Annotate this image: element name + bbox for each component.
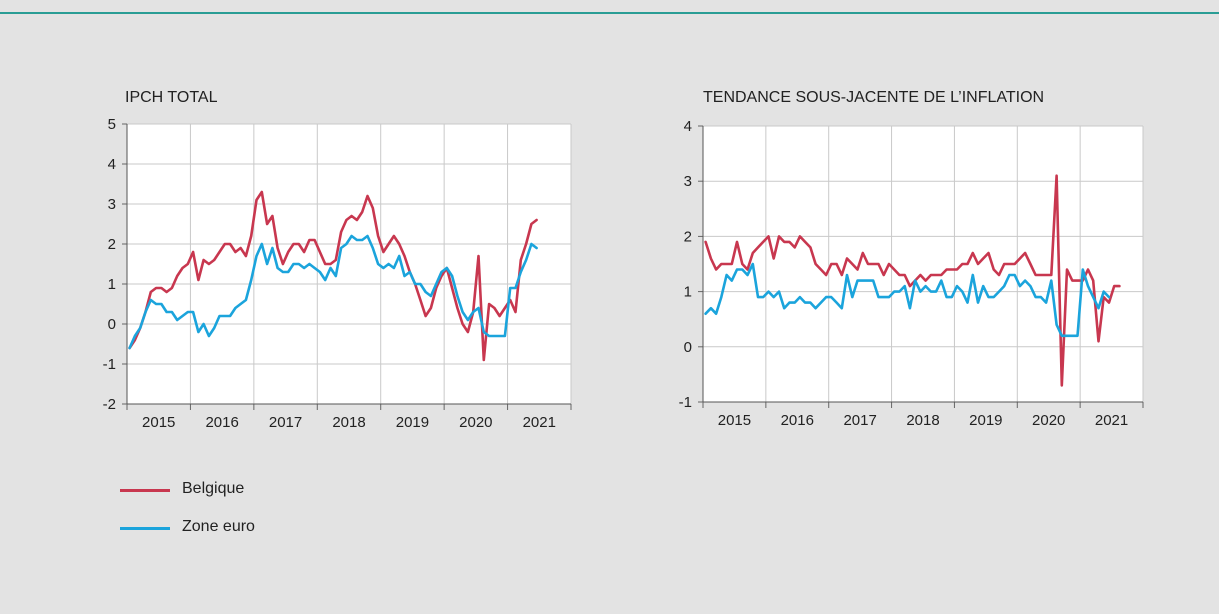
y-tick-label: -1 <box>103 356 116 373</box>
series-line-belgique <box>128 190 538 362</box>
y-tick-label: 4 <box>108 156 116 173</box>
series-line-zone-euro <box>128 234 538 350</box>
ipch-total-chart: -2 -1 0 1 2 3 4 5 2015 2016 2017 2018 2019 2020 2021 <box>103 116 572 431</box>
y-tick-label: -2 <box>103 396 116 413</box>
y-tick-label: 2 <box>108 236 116 253</box>
y-tick-label: 2 <box>684 228 692 245</box>
x-tick-label: 2018 <box>906 412 939 429</box>
x-tick-label: 2016 <box>781 412 814 429</box>
y-tick-label: 3 <box>684 173 692 190</box>
x-tick-label: 2015 <box>142 414 175 431</box>
top-accent-rule <box>0 12 1219 14</box>
core-inflation-chart: -1 0 1 2 3 4 2015 2016 2017 2018 2019 2020 2021 <box>679 118 1144 429</box>
legend-swatch-belgique <box>120 489 170 492</box>
y-tick-label: 0 <box>684 339 692 356</box>
y-tick-label: 1 <box>684 284 692 301</box>
y-tick-label: -1 <box>679 394 692 411</box>
x-tick-label: 2021 <box>1095 412 1128 429</box>
legend-swatch-zone-euro <box>120 527 170 530</box>
x-tick-label: 2016 <box>205 414 238 431</box>
plot-area <box>127 124 571 404</box>
x-tick-label: 2021 <box>523 414 556 431</box>
x-tick-label: 2020 <box>1032 412 1065 429</box>
y-tick-label: 1 <box>108 276 116 293</box>
x-tick-label: 2018 <box>332 414 365 431</box>
y-tick-label: 5 <box>108 116 116 133</box>
y-tick-label: 3 <box>108 196 116 213</box>
x-tick-label: 2017 <box>843 412 876 429</box>
y-tick-label: 4 <box>684 118 692 135</box>
x-tick-label: 2017 <box>269 414 302 431</box>
x-tick-label: 2020 <box>459 414 492 431</box>
series-line-zone-euro <box>704 262 1111 338</box>
x-tick-label: 2019 <box>396 414 429 431</box>
chart-2-title: TENDANCE SOUS-JACENTE DE L’INFLATION <box>703 89 1045 106</box>
plot-area <box>703 126 1143 402</box>
x-tick-label: 2019 <box>969 412 1002 429</box>
y-tick-label: 0 <box>108 316 116 333</box>
legend-label-belgique: Belgique <box>182 480 245 497</box>
chart-1-title: IPCH TOTAL <box>125 89 218 106</box>
x-tick-label: 2015 <box>718 412 751 429</box>
legend-label-zone-euro: Zone euro <box>182 518 255 535</box>
series-line-belgique <box>704 174 1121 387</box>
